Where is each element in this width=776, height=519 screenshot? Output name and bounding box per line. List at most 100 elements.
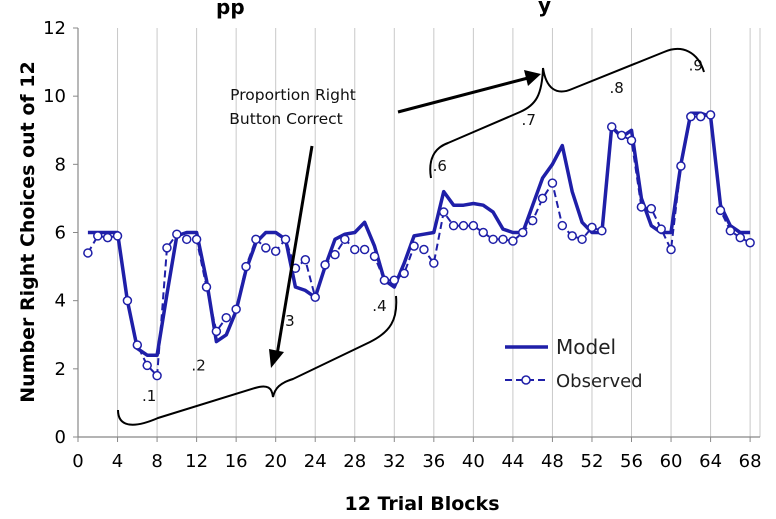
observed-point-14 xyxy=(221,312,232,323)
y-tick-label-12: 12 xyxy=(43,18,66,39)
callout-arrow-down-head xyxy=(269,349,284,368)
observed-point-13 xyxy=(211,326,222,337)
observed-point-44 xyxy=(518,227,528,238)
observed-point-41 xyxy=(488,234,498,245)
y-tick-label-2: 2 xyxy=(55,359,66,380)
observed-point-7 xyxy=(152,370,162,381)
observed-point-58 xyxy=(656,224,666,234)
observed-point-22 xyxy=(300,255,311,265)
x-tick-label-64: 64 xyxy=(699,451,722,472)
proportion-label-3: .4 xyxy=(372,297,386,315)
observed-point-27 xyxy=(350,244,360,255)
observed-point-64 xyxy=(715,205,726,216)
y-axis-title: Number Right Choices out of 12 xyxy=(17,61,39,402)
model-line xyxy=(87,111,751,357)
observed-point-33 xyxy=(409,241,419,251)
callout-arrow-right-head xyxy=(524,70,541,86)
observed-point-20 xyxy=(280,234,291,245)
axes xyxy=(73,27,760,442)
observed-point-66 xyxy=(735,232,745,243)
observed-point-17 xyxy=(251,234,261,245)
x-tick-label-36: 36 xyxy=(422,451,445,472)
observed-point-37 xyxy=(448,220,459,231)
lower-brace xyxy=(117,295,398,426)
observed-point-4 xyxy=(122,295,133,306)
observed-point-50 xyxy=(577,234,587,245)
proportion-label-5: .7 xyxy=(522,111,536,129)
observed-point-25 xyxy=(330,249,340,260)
observed-point-31 xyxy=(389,275,400,285)
x-tick-label-40: 40 xyxy=(462,451,485,472)
observed-point-32 xyxy=(399,268,409,279)
annotations-layer: .1.2.3.4.6.7.8.9 xyxy=(117,47,705,426)
observed-line xyxy=(87,113,751,378)
x-tick-label-24: 24 xyxy=(304,451,327,472)
y-tick-label-4: 4 xyxy=(55,291,66,312)
x-tick-label-68: 68 xyxy=(739,451,762,472)
observed-point-10 xyxy=(181,234,192,245)
x-axis-title: 12 Trial Blocks xyxy=(344,493,499,515)
proportion-label-1: .2 xyxy=(191,357,205,375)
legend-observed-label: Observed xyxy=(556,371,643,392)
x-tick-label-44: 44 xyxy=(501,451,524,472)
observed-point-9 xyxy=(172,229,182,239)
observed-point-5 xyxy=(132,340,143,350)
observed-point-49 xyxy=(567,231,577,241)
x-tick-label-0: 0 xyxy=(72,451,83,472)
observed-point-45 xyxy=(527,215,538,226)
observed-point-40 xyxy=(478,227,488,238)
observed-point-52 xyxy=(597,226,607,236)
observed-point-12 xyxy=(201,282,212,292)
observed-point-60 xyxy=(676,161,686,171)
proportion-label-4: .6 xyxy=(433,157,447,175)
observed-point-18 xyxy=(261,243,271,253)
y-tick-label-6: 6 xyxy=(55,223,66,244)
observed-point-43 xyxy=(508,236,518,246)
x-tick-label-16: 16 xyxy=(225,451,248,472)
observed-point-63 xyxy=(705,110,716,120)
observed-point-8 xyxy=(162,243,172,253)
series-layer xyxy=(83,110,755,381)
x-tick-label-8: 8 xyxy=(151,451,162,472)
upper-brace xyxy=(429,47,705,179)
observed-point-47 xyxy=(547,178,558,188)
callout-text-line2: Button Correct xyxy=(229,110,342,128)
proportion-label-6: .8 xyxy=(610,79,624,97)
observed-point-19 xyxy=(270,246,281,256)
observed-point-11 xyxy=(191,234,202,245)
observed-point-26 xyxy=(340,234,350,245)
x-tick-label-52: 52 xyxy=(581,451,604,472)
observed-point-55 xyxy=(626,135,637,146)
x-tick-label-28: 28 xyxy=(343,451,366,472)
legend-model-label: Model xyxy=(556,335,616,359)
observed-point-30 xyxy=(379,275,390,285)
legend: Model Observed xyxy=(505,335,643,392)
observed-point-34 xyxy=(419,244,429,255)
callout-arrow-down-shaft xyxy=(275,145,314,356)
x-tick-label-12: 12 xyxy=(185,451,208,472)
y-tick-label-0: 0 xyxy=(55,427,66,448)
observed-point-36 xyxy=(438,207,449,217)
proportion-label-0: .1 xyxy=(142,387,156,405)
observed-point-16 xyxy=(241,261,251,272)
observed-point-38 xyxy=(458,220,469,231)
callout-text-line1: Proportion Right xyxy=(230,86,356,104)
y-tick-label-10: 10 xyxy=(43,86,66,107)
observed-point-35 xyxy=(429,258,439,268)
chart-title-fragment-left: pp xyxy=(216,0,245,19)
legend-observed-marker xyxy=(521,375,531,385)
observed-point-54 xyxy=(616,130,627,141)
x-tick-label-56: 56 xyxy=(620,451,643,472)
x-tick-label-20: 20 xyxy=(264,451,287,472)
observed-point-28 xyxy=(359,244,370,255)
observed-point-29 xyxy=(369,251,380,262)
observed-point-2 xyxy=(102,232,113,243)
chart-title-fragment-right: y xyxy=(538,0,551,17)
x-tick-label-60: 60 xyxy=(660,451,683,472)
x-tick-label-4: 4 xyxy=(112,451,123,472)
observed-point-6 xyxy=(142,360,152,371)
observed-point-65 xyxy=(725,226,736,236)
observed-point-48 xyxy=(557,220,568,231)
observed-point-3 xyxy=(112,231,123,241)
